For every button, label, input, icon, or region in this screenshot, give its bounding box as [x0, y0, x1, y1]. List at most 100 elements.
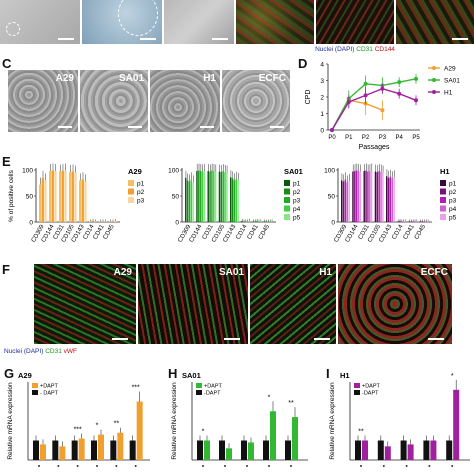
data-point — [414, 76, 418, 81]
bar — [256, 220, 258, 222]
bar — [59, 171, 62, 222]
bar — [204, 440, 210, 460]
bar — [186, 180, 189, 222]
panel-d-letter: D — [298, 56, 308, 71]
x-tick-marker — [57, 465, 60, 467]
image-label: SA01 — [218, 267, 244, 278]
bar — [196, 171, 198, 222]
bar — [213, 171, 215, 222]
bar — [263, 440, 269, 460]
bar — [362, 440, 368, 460]
legend-label: p5 — [449, 215, 457, 222]
bar — [425, 221, 427, 222]
significance-label: ** — [358, 429, 364, 436]
data-point — [363, 93, 368, 98]
bar — [393, 177, 395, 222]
bar — [400, 440, 407, 460]
legend-swatch — [128, 180, 134, 186]
image-label: H1 — [203, 73, 216, 84]
legend-label: H1 — [444, 90, 453, 97]
bar — [207, 171, 209, 222]
bar — [374, 171, 377, 222]
bar — [222, 171, 224, 222]
fluor-image-h1: H1 — [250, 264, 336, 344]
y-tick-label: 1 — [320, 111, 324, 118]
bar — [365, 170, 367, 222]
bar — [101, 221, 104, 222]
surface-marker-chart-sa01: 050100CD309CD144CD31CD105CD143CD14CD41CD… — [168, 163, 303, 244]
bar — [269, 221, 271, 222]
bar — [354, 171, 356, 222]
panel-i-letter: I — [326, 366, 330, 381]
bar — [188, 181, 191, 222]
bar — [408, 221, 410, 222]
x-tick-label: CD45 — [413, 223, 427, 241]
image-label: SA01 — [118, 73, 144, 84]
bar — [209, 171, 211, 222]
bar — [259, 221, 262, 222]
bar — [357, 171, 360, 222]
chart-title: A29 — [128, 167, 142, 176]
bar — [389, 176, 392, 222]
x-tick-label: P3 — [379, 135, 387, 141]
legend-swatch — [284, 214, 290, 220]
significance-label: ** — [288, 400, 294, 407]
bar — [258, 221, 260, 222]
bar — [109, 221, 112, 222]
bar — [359, 171, 362, 222]
chart-title: A29 — [18, 371, 32, 380]
bar — [355, 170, 358, 222]
phase-image-sa01: SA01 — [80, 70, 148, 132]
x-tick-marker — [382, 465, 385, 467]
bar — [292, 417, 298, 460]
panel-g-letter: G — [4, 366, 15, 381]
y-tick-label: 4 — [320, 62, 324, 69]
bar — [419, 221, 422, 222]
image-label: A29 — [55, 73, 74, 84]
bar — [378, 171, 380, 222]
bar — [203, 171, 206, 222]
bar — [386, 176, 388, 222]
bar — [248, 220, 251, 222]
bar — [71, 440, 78, 460]
chart-title: H1 — [440, 167, 450, 176]
bar — [219, 440, 225, 460]
legend-label: +DAPT — [40, 384, 59, 390]
bar — [129, 440, 136, 460]
bar — [414, 221, 416, 222]
significance-label: * — [202, 429, 205, 436]
bar — [248, 442, 254, 460]
bar — [44, 180, 47, 222]
bar — [192, 182, 194, 222]
bar — [220, 172, 223, 222]
image-label: ECFC — [420, 267, 448, 278]
y-tick-label: 100 — [168, 168, 179, 175]
x-tick-label: P2 — [362, 135, 370, 141]
legend-label: p2 — [293, 189, 301, 196]
y-tick-label: 2 — [320, 95, 324, 102]
scale-bar — [452, 38, 468, 40]
legend-swatch — [440, 188, 446, 195]
y-tick-label: 0 — [175, 220, 179, 227]
bar — [84, 181, 87, 222]
bar — [41, 177, 44, 222]
y-tick-label: 50 — [172, 194, 180, 201]
bar — [270, 411, 276, 460]
x-tick-marker — [451, 465, 454, 467]
bar — [104, 221, 107, 222]
data-point — [380, 86, 385, 91]
phase-image-a29: A29 — [8, 70, 78, 132]
series-line — [331, 78, 417, 131]
bar — [380, 171, 382, 222]
x-tick-marker — [405, 465, 408, 467]
bar — [369, 171, 371, 222]
bar — [363, 171, 365, 222]
bar — [254, 221, 256, 222]
dashed-circle — [118, 0, 158, 36]
y-axis-label: Relative mRNA expression — [171, 382, 178, 460]
bar — [271, 221, 273, 222]
legend-marker — [432, 66, 436, 70]
bar — [230, 177, 232, 222]
bar — [235, 178, 237, 222]
bar — [342, 181, 345, 222]
